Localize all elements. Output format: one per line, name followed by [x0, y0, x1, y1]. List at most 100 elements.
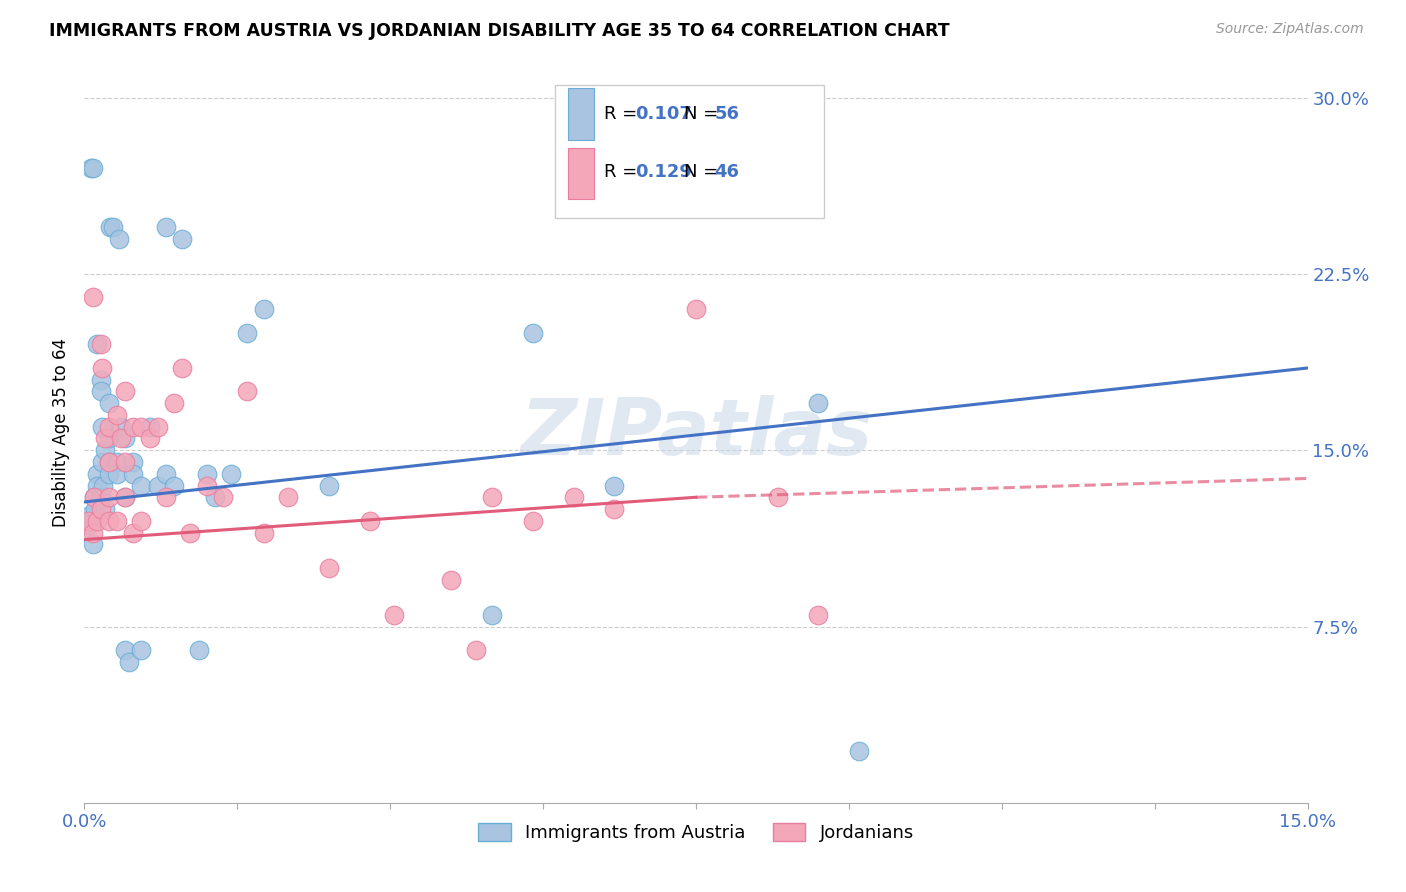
Point — [83, 490, 105, 504]
Point — [359, 514, 381, 528]
Bar — [568, 88, 595, 140]
Point — [97, 467, 120, 481]
Point — [122, 419, 145, 434]
Point — [155, 490, 177, 504]
Point — [219, 467, 242, 481]
Text: ZIPatlas: ZIPatlas — [520, 394, 872, 471]
Point — [131, 419, 153, 434]
Point — [97, 455, 120, 469]
Point — [155, 467, 177, 481]
Point — [122, 467, 145, 481]
Legend: Immigrants from Austria, Jordanians: Immigrants from Austria, Jordanians — [471, 815, 921, 849]
Point — [522, 514, 544, 528]
Point — [90, 490, 112, 504]
Point — [82, 514, 104, 528]
Point — [236, 326, 259, 340]
Bar — [568, 147, 595, 200]
Point — [146, 419, 169, 434]
Point — [77, 509, 100, 524]
Point — [131, 514, 153, 528]
Point — [93, 432, 115, 446]
Point — [146, 478, 169, 492]
Point — [91, 478, 114, 492]
Point — [122, 455, 145, 469]
Point — [105, 514, 128, 528]
Point — [253, 525, 276, 540]
Point — [848, 744, 870, 758]
Point — [97, 419, 120, 434]
Point — [101, 219, 124, 234]
Point — [91, 419, 114, 434]
Point — [163, 396, 186, 410]
Text: N =: N = — [683, 163, 724, 181]
Point — [163, 478, 186, 492]
Point — [86, 514, 108, 528]
Point — [86, 467, 108, 481]
Point — [90, 384, 112, 399]
Point — [105, 467, 128, 481]
Point — [80, 161, 103, 176]
Point — [179, 525, 201, 540]
Point — [91, 361, 114, 376]
Point — [212, 490, 235, 504]
Point — [97, 432, 120, 446]
Point — [155, 219, 177, 234]
Point — [603, 478, 626, 492]
Point — [90, 502, 112, 516]
Point — [93, 502, 115, 516]
Point — [97, 490, 120, 504]
Point — [187, 643, 209, 657]
Y-axis label: Disability Age 35 to 64: Disability Age 35 to 64 — [52, 338, 70, 527]
Point — [110, 432, 132, 446]
Point — [86, 478, 108, 492]
Point — [114, 432, 136, 446]
Point — [253, 302, 276, 317]
Point — [138, 419, 160, 434]
Point — [114, 384, 136, 399]
Point — [86, 337, 108, 351]
Point — [84, 502, 107, 516]
Bar — [555, 85, 824, 218]
Point — [114, 490, 136, 504]
Point — [172, 232, 194, 246]
Point — [685, 302, 707, 317]
Text: N =: N = — [683, 105, 724, 123]
Point — [277, 490, 299, 504]
Point — [236, 384, 259, 399]
Point — [195, 467, 218, 481]
Text: Source: ZipAtlas.com: Source: ZipAtlas.com — [1216, 22, 1364, 37]
Point — [807, 607, 830, 622]
Text: R =: R = — [605, 163, 643, 181]
Point — [318, 478, 340, 492]
Point — [107, 232, 129, 246]
Point — [97, 455, 120, 469]
Point — [522, 326, 544, 340]
Point — [82, 161, 104, 176]
Text: IMMIGRANTS FROM AUSTRIA VS JORDANIAN DISABILITY AGE 35 TO 64 CORRELATION CHART: IMMIGRANTS FROM AUSTRIA VS JORDANIAN DIS… — [49, 22, 950, 40]
Point — [97, 514, 120, 528]
Point — [481, 490, 503, 504]
Point — [138, 432, 160, 446]
Point — [114, 643, 136, 657]
Point — [110, 419, 132, 434]
Text: 46: 46 — [714, 163, 740, 181]
Point — [318, 561, 340, 575]
Point — [83, 490, 105, 504]
Point — [91, 455, 114, 469]
Point — [122, 525, 145, 540]
Point — [90, 337, 112, 351]
Point — [77, 514, 100, 528]
Point — [100, 219, 122, 234]
Text: 0.129: 0.129 — [636, 163, 692, 181]
Point — [114, 490, 136, 504]
Text: R =: R = — [605, 105, 643, 123]
Point — [131, 643, 153, 657]
Point — [131, 478, 153, 492]
Text: 56: 56 — [714, 105, 740, 123]
Point — [766, 490, 789, 504]
Point — [807, 396, 830, 410]
Point — [481, 607, 503, 622]
Point — [440, 573, 463, 587]
Point — [382, 607, 405, 622]
Point — [77, 518, 100, 533]
